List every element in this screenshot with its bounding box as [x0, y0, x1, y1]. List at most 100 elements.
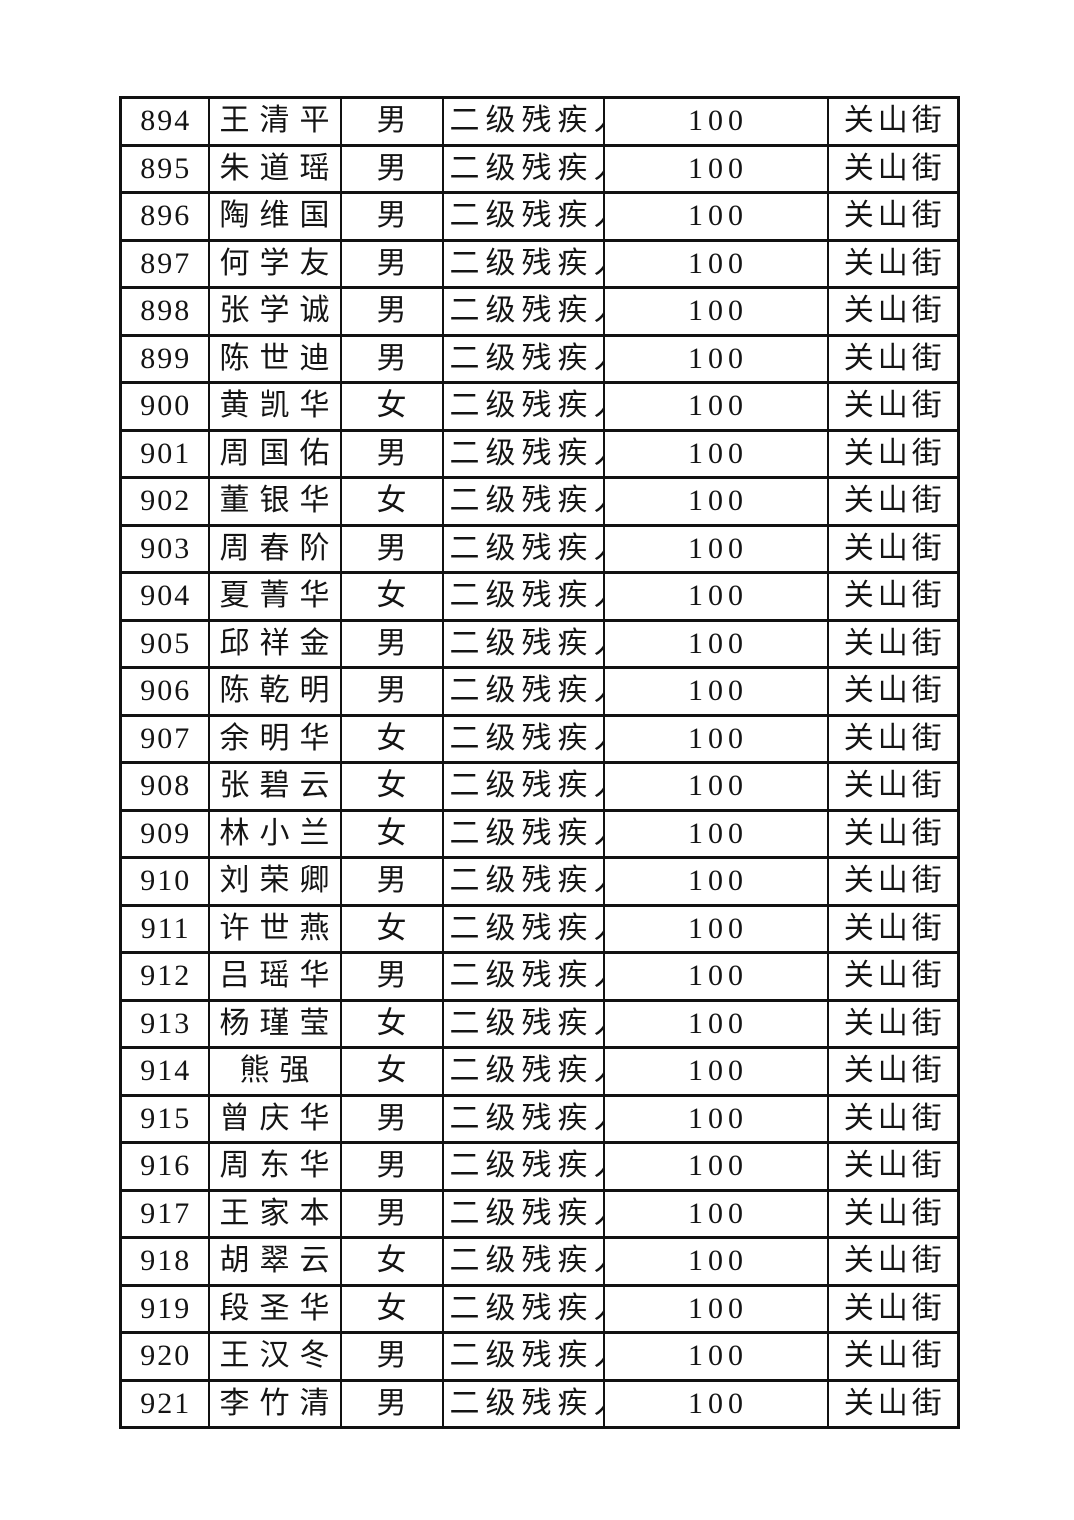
table-row: 900 黄凯华 女 二级残疾人 100 关山街	[119, 381, 960, 432]
serial-cell: 920	[119, 1331, 210, 1382]
category-cell: 二级残疾人	[441, 428, 605, 479]
gender-cell: 男	[339, 143, 444, 194]
name-cell: 林小兰	[207, 808, 342, 859]
serial-cell: 898	[119, 286, 210, 337]
name-cell: 陈乾明	[207, 666, 342, 717]
amount-cell: 100	[602, 476, 829, 527]
table-row: 898 张学诚 男 二级残疾人 100 关山街	[119, 286, 960, 337]
name-cell: 周春阶	[207, 523, 342, 574]
table-row: 915 曾庆华 男 二级残疾人 100 关山街	[119, 1093, 960, 1144]
category-cell: 二级残疾人	[441, 1188, 605, 1239]
category-cell: 二级残疾人	[441, 381, 605, 432]
category-cell: 二级残疾人	[441, 713, 605, 764]
category-cell: 二级残疾人	[441, 1331, 605, 1382]
district-cell: 关山街	[826, 191, 960, 242]
category-cell: 二级残疾人	[441, 856, 605, 907]
district-cell: 关山街	[826, 143, 960, 194]
table-body: 894 王清平 男 二级残疾人 100 关山街 895 朱道瑶 男 二级残疾人 …	[119, 96, 960, 1429]
table-row: 901 周国佑 男 二级残疾人 100 关山街	[119, 428, 960, 479]
category-cell: 二级残疾人	[441, 571, 605, 622]
district-cell: 关山街	[826, 1141, 960, 1192]
serial-cell: 903	[119, 523, 210, 574]
table-row: 908 张碧云 女 二级残疾人 100 关山街	[119, 761, 960, 812]
name-cell: 李竹清	[207, 1378, 342, 1429]
gender-cell: 男	[339, 1378, 444, 1429]
table-row: 902 董银华 女 二级残疾人 100 关山街	[119, 476, 960, 527]
district-cell: 关山街	[826, 333, 960, 384]
amount-cell: 100	[602, 238, 829, 289]
amount-cell: 100	[602, 333, 829, 384]
name-cell: 张碧云	[207, 761, 342, 812]
district-cell: 关山街	[826, 1236, 960, 1287]
district-cell: 关山街	[826, 1046, 960, 1097]
category-cell: 二级残疾人	[441, 1283, 605, 1334]
name-cell: 熊强	[207, 1046, 342, 1097]
district-cell: 关山街	[826, 903, 960, 954]
serial-cell: 913	[119, 998, 210, 1049]
serial-cell: 895	[119, 143, 210, 194]
category-cell: 二级残疾人	[441, 286, 605, 337]
table-row: 914 熊强 女 二级残疾人 100 关山街	[119, 1046, 960, 1097]
category-cell: 二级残疾人	[441, 1236, 605, 1287]
serial-cell: 894	[119, 96, 210, 147]
district-cell: 关山街	[826, 286, 960, 337]
gender-cell: 男	[339, 666, 444, 717]
serial-cell: 899	[119, 333, 210, 384]
district-cell: 关山街	[826, 1378, 960, 1429]
category-cell: 二级残疾人	[441, 998, 605, 1049]
amount-cell: 100	[602, 428, 829, 479]
table-row: 907 余明华 女 二级残疾人 100 关山街	[119, 713, 960, 764]
name-cell: 夏菁华	[207, 571, 342, 622]
amount-cell: 100	[602, 903, 829, 954]
category-cell: 二级残疾人	[441, 618, 605, 669]
table-row: 897 何学友 男 二级残疾人 100 关山街	[119, 238, 960, 289]
table-row: 912 吕瑶华 男 二级残疾人 100 关山街	[119, 951, 960, 1002]
amount-cell: 100	[602, 1236, 829, 1287]
category-cell: 二级残疾人	[441, 523, 605, 574]
category-cell: 二级残疾人	[441, 1046, 605, 1097]
gender-cell: 男	[339, 856, 444, 907]
table-row: 921 李竹清 男 二级残疾人 100 关山街	[119, 1378, 960, 1429]
amount-cell: 100	[602, 571, 829, 622]
amount-cell: 100	[602, 523, 829, 574]
category-cell: 二级残疾人	[441, 96, 605, 147]
serial-cell: 897	[119, 238, 210, 289]
name-cell: 胡翠云	[207, 1236, 342, 1287]
gender-cell: 男	[339, 1331, 444, 1382]
district-cell: 关山街	[826, 618, 960, 669]
district-cell: 关山街	[826, 1283, 960, 1334]
amount-cell: 100	[602, 618, 829, 669]
serial-cell: 902	[119, 476, 210, 527]
amount-cell: 100	[602, 998, 829, 1049]
serial-cell: 921	[119, 1378, 210, 1429]
district-cell: 关山街	[826, 523, 960, 574]
district-cell: 关山街	[826, 428, 960, 479]
amount-cell: 100	[602, 286, 829, 337]
amount-cell: 100	[602, 1331, 829, 1382]
gender-cell: 男	[339, 96, 444, 147]
name-cell: 周东华	[207, 1141, 342, 1192]
gender-cell: 男	[339, 191, 444, 242]
table-row: 894 王清平 男 二级残疾人 100 关山街	[119, 96, 960, 147]
name-cell: 王家本	[207, 1188, 342, 1239]
name-cell: 周国佑	[207, 428, 342, 479]
table-row: 904 夏菁华 女 二级残疾人 100 关山街	[119, 571, 960, 622]
name-cell: 杨瑾莹	[207, 998, 342, 1049]
serial-cell: 909	[119, 808, 210, 859]
category-cell: 二级残疾人	[441, 1093, 605, 1144]
district-cell: 关山街	[826, 666, 960, 717]
district-cell: 关山街	[826, 1188, 960, 1239]
district-cell: 关山街	[826, 1331, 960, 1382]
table-row: 913 杨瑾莹 女 二级残疾人 100 关山街	[119, 998, 960, 1049]
table-row: 895 朱道瑶 男 二级残疾人 100 关山街	[119, 143, 960, 194]
name-cell: 黄凯华	[207, 381, 342, 432]
serial-cell: 916	[119, 1141, 210, 1192]
gender-cell: 男	[339, 238, 444, 289]
table-row: 906 陈乾明 男 二级残疾人 100 关山街	[119, 666, 960, 717]
gender-cell: 男	[339, 618, 444, 669]
serial-cell: 905	[119, 618, 210, 669]
gender-cell: 男	[339, 1141, 444, 1192]
name-cell: 王汉冬	[207, 1331, 342, 1382]
district-cell: 关山街	[826, 381, 960, 432]
serial-cell: 906	[119, 666, 210, 717]
